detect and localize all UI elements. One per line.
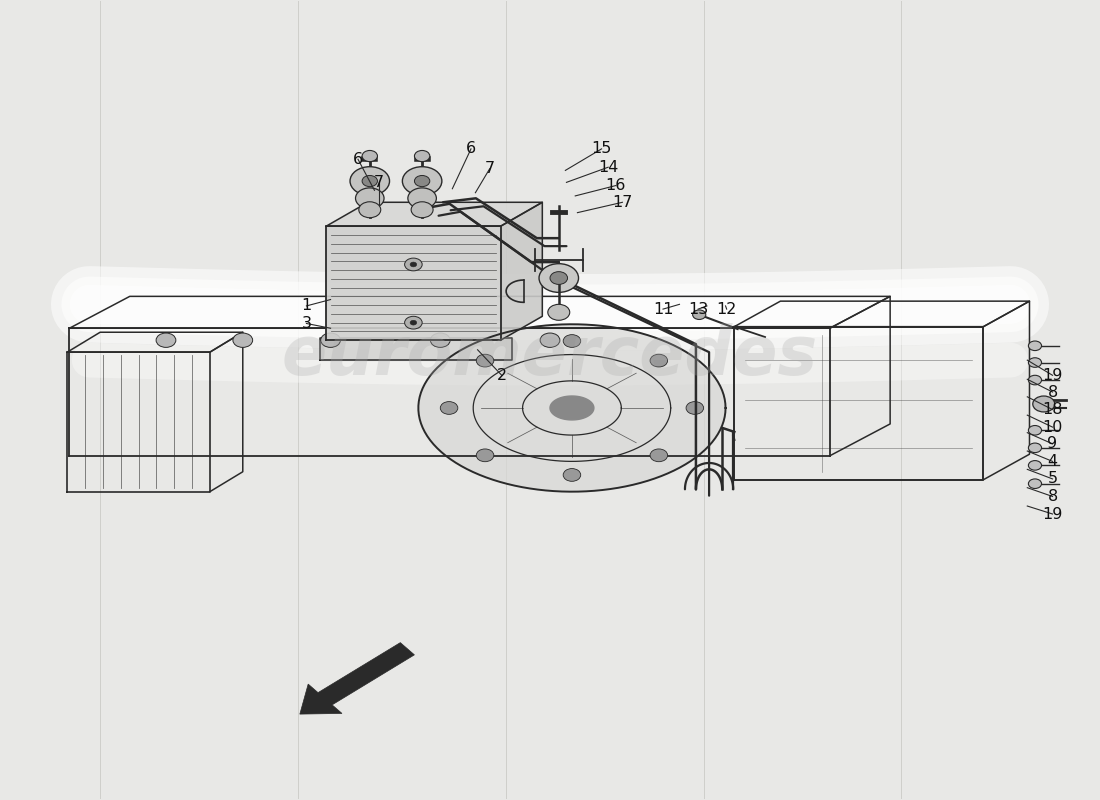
Text: 18: 18 xyxy=(1043,402,1063,417)
Polygon shape xyxy=(418,324,726,492)
Circle shape xyxy=(1028,461,1042,470)
Text: 4: 4 xyxy=(1047,454,1057,469)
Text: 7: 7 xyxy=(374,175,384,190)
Circle shape xyxy=(408,188,437,209)
Circle shape xyxy=(650,449,668,462)
Circle shape xyxy=(415,150,430,162)
Text: 16: 16 xyxy=(606,178,626,193)
Circle shape xyxy=(1033,396,1055,412)
Circle shape xyxy=(650,354,668,367)
Text: 15: 15 xyxy=(592,142,612,156)
Circle shape xyxy=(405,258,422,271)
Polygon shape xyxy=(320,338,512,360)
Circle shape xyxy=(563,469,581,482)
Circle shape xyxy=(415,175,430,186)
Circle shape xyxy=(693,310,706,319)
Text: 19: 19 xyxy=(1043,368,1063,382)
Circle shape xyxy=(563,334,581,347)
Circle shape xyxy=(410,320,417,325)
Polygon shape xyxy=(327,202,542,226)
Text: 11: 11 xyxy=(652,302,673,317)
Circle shape xyxy=(350,166,389,195)
Text: 6: 6 xyxy=(466,142,476,156)
Text: 8: 8 xyxy=(1047,385,1058,399)
Text: euromercedes: euromercedes xyxy=(282,323,818,389)
Circle shape xyxy=(1028,426,1042,435)
Circle shape xyxy=(430,333,450,347)
Circle shape xyxy=(362,175,377,186)
Text: 2: 2 xyxy=(497,368,507,382)
Circle shape xyxy=(1028,358,1042,367)
FancyArrow shape xyxy=(300,642,415,714)
Circle shape xyxy=(548,304,570,320)
Text: 7: 7 xyxy=(485,162,495,176)
Circle shape xyxy=(476,354,494,367)
Circle shape xyxy=(321,333,340,347)
Circle shape xyxy=(1028,443,1042,453)
Circle shape xyxy=(476,449,494,462)
Circle shape xyxy=(156,333,176,347)
Circle shape xyxy=(686,402,704,414)
Circle shape xyxy=(539,264,579,292)
Text: 10: 10 xyxy=(1043,420,1063,434)
Circle shape xyxy=(233,333,253,347)
Text: 8: 8 xyxy=(1047,489,1058,504)
Circle shape xyxy=(410,262,417,267)
Text: 1: 1 xyxy=(301,298,311,314)
Text: 9: 9 xyxy=(1047,436,1057,451)
Circle shape xyxy=(540,333,560,347)
Circle shape xyxy=(411,202,433,218)
Text: 17: 17 xyxy=(613,194,632,210)
Text: 6: 6 xyxy=(353,152,363,166)
Text: 14: 14 xyxy=(598,160,618,174)
Text: 3: 3 xyxy=(301,316,311,331)
Circle shape xyxy=(550,272,568,285)
Polygon shape xyxy=(550,396,594,420)
Text: 5: 5 xyxy=(1047,471,1057,486)
Circle shape xyxy=(403,166,442,195)
Text: 12: 12 xyxy=(716,302,737,317)
Circle shape xyxy=(405,316,422,329)
Circle shape xyxy=(1028,341,1042,350)
Polygon shape xyxy=(500,202,542,340)
Circle shape xyxy=(440,402,458,414)
Circle shape xyxy=(1028,479,1042,489)
Circle shape xyxy=(362,150,377,162)
Circle shape xyxy=(355,188,384,209)
Polygon shape xyxy=(327,226,500,340)
Text: 13: 13 xyxy=(688,302,708,317)
Text: 19: 19 xyxy=(1043,506,1063,522)
Circle shape xyxy=(1028,375,1042,385)
Circle shape xyxy=(359,202,381,218)
